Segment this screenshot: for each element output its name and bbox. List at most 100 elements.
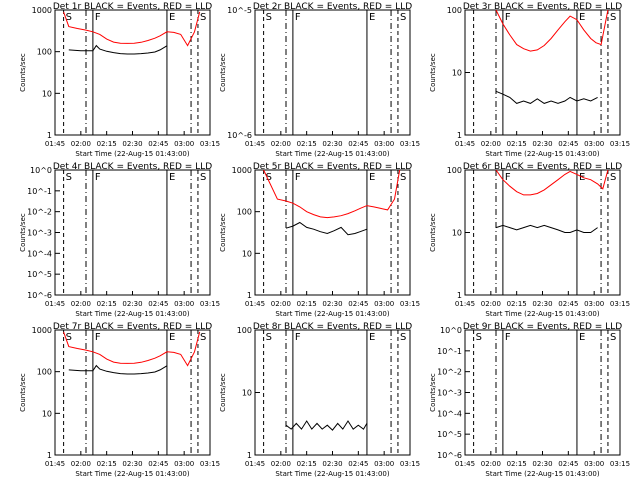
x-tick-label: 02:45 [348, 460, 368, 468]
event-marker-label: F [505, 172, 511, 183]
y-axis-label: Counts/sec [219, 373, 227, 412]
panel-title: Det 9r BLACK = Events, RED = LLD [463, 322, 622, 332]
x-tick-label: 02:30 [532, 460, 552, 468]
event-marker-label: E [369, 332, 375, 343]
y-tick-label: 10 [42, 409, 52, 418]
y-tick-label: 10^-4 [27, 249, 52, 258]
plot-frame [464, 329, 621, 456]
y-tick-label: 10 [242, 249, 252, 258]
x-tick-label: 02:45 [148, 460, 168, 468]
panel-title: Det 2r BLACK = Events, RED = LLD [253, 2, 412, 12]
panel-det-5: Det 5r BLACK = Events, RED = LLD Counts/s… [219, 162, 420, 318]
y-tick-label: 100 [37, 368, 52, 377]
event-marker-label: S [266, 12, 272, 23]
event-marker-label: E [369, 172, 375, 183]
y-tick-label: 1000 [232, 166, 252, 175]
x-tick-label: 02:15 [507, 300, 527, 308]
y-axis-label: Counts/sec [19, 213, 27, 252]
panel-title: Det 1r BLACK = Events, RED = LLD [53, 2, 212, 12]
panel-title: Det 3r BLACK = Events, RED = LLD [463, 2, 622, 12]
x-tick-label: 02:15 [97, 460, 117, 468]
y-tick-label: 10^-6 [227, 131, 252, 140]
event-marker-label: S [66, 12, 72, 23]
plot-frame [54, 169, 211, 296]
panel-det-2: Det 2r BLACK = Events, RED = LLD Counts/s… [219, 2, 420, 158]
y-axis-label: Counts/sec [219, 53, 227, 92]
series-events [495, 90, 598, 104]
event-marker-label: E [169, 12, 175, 23]
y-tick-label: 10^-6 [437, 451, 462, 460]
x-axis-label: Start Time (22-Aug-15 01:43:00) [275, 150, 389, 158]
x-tick-label: 02:15 [507, 140, 527, 148]
x-tick-label: 03:15 [610, 300, 630, 308]
plot-frame [254, 329, 411, 456]
series-lld [495, 169, 609, 196]
y-tick-label: 10^-5 [437, 430, 462, 439]
x-tick-label: 02:15 [297, 140, 317, 148]
event-marker-label: E [579, 332, 585, 343]
event-marker-label: F [295, 172, 301, 183]
y-tick-label: 100 [237, 326, 252, 335]
x-tick-label: 01:45 [45, 300, 65, 308]
y-tick-label: 100 [447, 166, 462, 175]
y-tick-label: 1 [457, 291, 462, 300]
event-marker-label: F [295, 332, 301, 343]
x-tick-label: 02:00 [481, 300, 501, 308]
event-marker-label: S [200, 12, 206, 23]
panel-det-7: Det 7r BLACK = Events, RED = LLD Counts/s… [19, 322, 220, 478]
x-tick-label: 03:15 [200, 460, 220, 468]
x-tick-label: 02:00 [481, 140, 501, 148]
y-tick-label: 100 [37, 48, 52, 57]
x-tick-label: 02:30 [122, 300, 142, 308]
x-tick-label: 03:00 [174, 140, 194, 148]
event-marker-label: F [95, 332, 101, 343]
y-tick-label: 10 [42, 89, 52, 98]
x-tick-label: 02:30 [532, 140, 552, 148]
y-tick-label: 10^-3 [27, 229, 52, 238]
x-tick-label: 02:15 [507, 460, 527, 468]
y-tick-label: 10 [452, 69, 462, 78]
y-tick-label: 10 [242, 389, 252, 398]
x-tick-label: 01:45 [455, 300, 475, 308]
y-tick-label: 10 [452, 229, 462, 238]
event-marker-label: S [610, 12, 616, 23]
x-tick-label: 02:00 [71, 300, 91, 308]
y-tick-label: 10^-2 [437, 368, 462, 377]
x-tick-label: 03:00 [584, 300, 604, 308]
y-tick-label: 1 [457, 131, 462, 140]
series-lld [263, 169, 401, 219]
x-tick-label: 03:15 [200, 300, 220, 308]
x-axis-label: Start Time (22-Aug-15 01:43:00) [275, 470, 389, 478]
x-axis-label: Start Time (22-Aug-15 01:43:00) [75, 310, 189, 318]
panel-det-1: Det 1r BLACK = Events, RED = LLD Counts/s… [19, 2, 220, 158]
series-lld [63, 331, 201, 367]
y-axis-label: Counts/sec [219, 213, 227, 252]
y-tick-label: 10^-6 [27, 291, 52, 300]
y-tick-label: 1000 [32, 6, 52, 15]
x-tick-label: 02:45 [558, 460, 578, 468]
x-tick-label: 02:15 [297, 300, 317, 308]
y-tick-label: 100 [447, 6, 462, 15]
x-tick-label: 02:15 [297, 460, 317, 468]
panel-title: Det 7r BLACK = Events, RED = LLD [53, 322, 212, 332]
event-marker-label: E [169, 332, 175, 343]
y-axis-label: Counts/sec [429, 213, 437, 252]
y-tick-label: 1 [247, 451, 252, 460]
event-marker-label: E [579, 12, 585, 23]
panel-title: Det 6r BLACK = Events, RED = LLD [463, 162, 622, 172]
event-marker-label: F [95, 172, 101, 183]
plot-frame [464, 169, 621, 296]
y-tick-label: 10^-1 [437, 347, 462, 356]
x-tick-label: 03:00 [374, 300, 394, 308]
y-tick-label: 10^0 [30, 166, 52, 175]
panel-det-6: Det 6r BLACK = Events, RED = LLD Counts/s… [429, 162, 630, 318]
event-marker-label: S [400, 12, 406, 23]
x-tick-label: 01:45 [45, 460, 65, 468]
x-tick-label: 02:30 [532, 300, 552, 308]
x-tick-label: 02:15 [97, 300, 117, 308]
x-tick-label: 03:15 [610, 140, 630, 148]
x-tick-label: 01:45 [245, 140, 265, 148]
event-marker-label: S [400, 332, 406, 343]
event-marker-label: F [95, 12, 101, 23]
y-axis-label: Counts/sec [429, 53, 437, 92]
